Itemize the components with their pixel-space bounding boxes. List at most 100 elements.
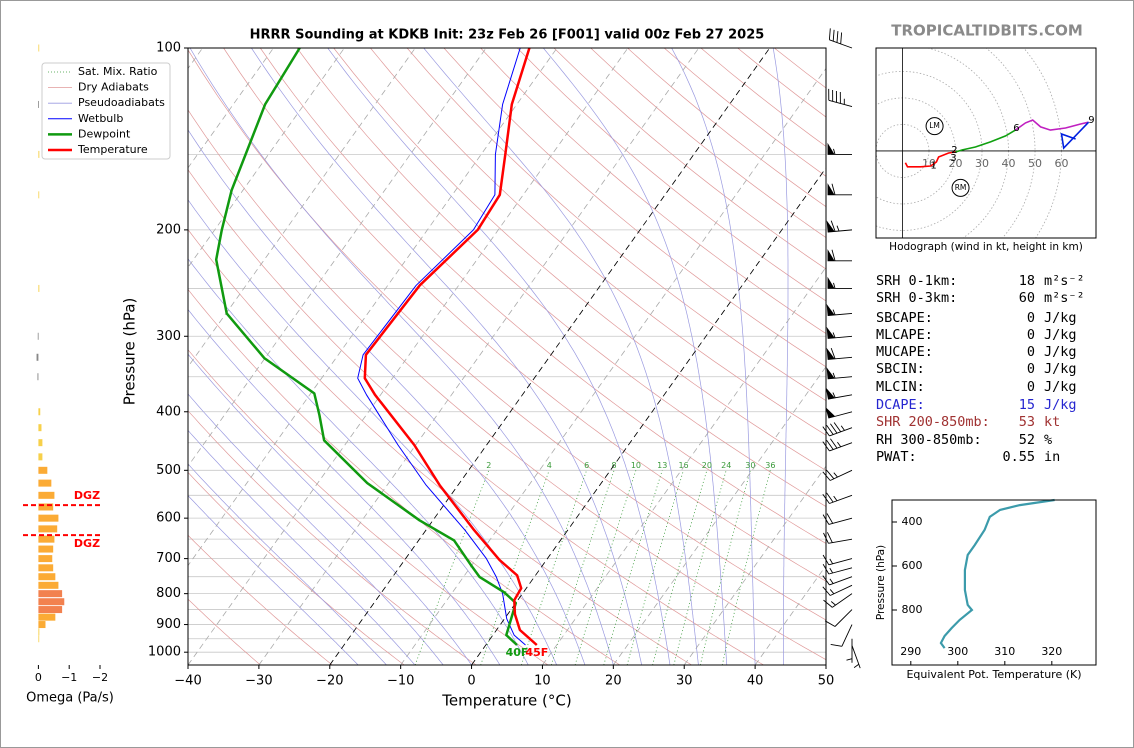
omega-bar <box>38 581 59 589</box>
isotherm <box>258 48 700 665</box>
omega-bar <box>38 635 40 643</box>
dry-adiabat <box>370 48 826 436</box>
y-tick-label: 700 <box>156 551 181 566</box>
logo: TROPICALTIDBITS.COM <box>891 22 1083 40</box>
parameter-label: SBCAPE: <box>876 310 933 326</box>
omega-bar <box>38 573 56 581</box>
wind-barb <box>825 387 853 400</box>
mixing-ratio-line <box>521 470 587 665</box>
parameter-value: 18 <box>1019 273 1035 289</box>
mixing-ratio-label: 16 <box>678 461 688 470</box>
dry-adiabat <box>188 288 621 665</box>
wind-barb <box>828 28 853 49</box>
omega-bar <box>38 453 43 461</box>
wind-barb <box>825 406 853 419</box>
legend-label: Sat. Mix. Ratio <box>78 65 158 78</box>
dry-adiabat <box>188 229 692 665</box>
parameter-unit: m²s⁻² <box>1044 290 1085 306</box>
omega-bar <box>38 564 54 572</box>
parameter-value: 0 <box>1027 361 1035 377</box>
parameter-label: MUCAPE: <box>876 344 933 360</box>
x-tick-label: 310 <box>994 645 1015 658</box>
y-tick-label: 300 <box>156 329 181 344</box>
parameter-value: 53 <box>1019 414 1035 430</box>
wind-barb <box>822 422 853 437</box>
x-tick-label: 0 <box>467 674 475 689</box>
storm-motion-label: LM <box>929 121 940 130</box>
y-tick-label: 600 <box>156 511 181 526</box>
mixing-ratio-label: 10 <box>631 461 641 470</box>
ring-label: 50 <box>1028 157 1042 170</box>
parameter-label: MLCAPE: <box>876 327 933 343</box>
y-tick-label: 600 <box>902 559 923 572</box>
wind-barb <box>822 575 853 586</box>
dgz-label: DGZ <box>74 489 100 502</box>
mixing-ratio-line <box>652 470 708 665</box>
omega-bar <box>38 503 54 511</box>
x-tick-label: 20 <box>605 674 622 689</box>
dry-adiabat <box>188 349 549 665</box>
profile-line <box>214 48 518 646</box>
pseudoadiabat <box>188 463 387 665</box>
isotherm <box>188 48 416 368</box>
legend-label: Pseudoadiabats <box>78 96 165 109</box>
omega-bar <box>37 332 39 340</box>
parameter-unit: J/kg <box>1044 361 1077 377</box>
wind-barb <box>822 492 853 504</box>
dry-adiabat <box>188 49 826 621</box>
parameter-value: 0 <box>1027 379 1035 395</box>
dry-adiabat <box>188 410 477 665</box>
wind-barb <box>822 438 853 452</box>
height-label: 9 <box>1088 115 1094 126</box>
parameter-value: 60 <box>1019 290 1035 306</box>
mixing-ratio-line <box>414 470 490 665</box>
x-tick-label: −2 <box>92 671 108 684</box>
plot-frame <box>187 47 827 666</box>
wind-barb <box>830 624 853 647</box>
x-tick-label: 30 <box>676 674 693 689</box>
parameter-value: 0 <box>1027 310 1035 326</box>
dry-adiabat <box>188 534 333 665</box>
theta-e-frame <box>891 499 1097 666</box>
omega-bar <box>38 424 42 432</box>
height-label: 3 <box>950 153 956 164</box>
wind-barb <box>827 249 853 262</box>
y-tick-label: 400 <box>902 515 923 528</box>
parameter-label: DCAPE: <box>876 397 925 413</box>
dry-adiabat <box>260 48 826 544</box>
omega-bar <box>38 408 41 416</box>
dry-adiabat <box>406 48 826 402</box>
omega-bar <box>38 545 54 553</box>
wind-barb <box>826 220 853 233</box>
dry-adiabat <box>188 598 261 665</box>
omega-bar <box>38 479 52 487</box>
dry-adiabat <box>188 471 405 665</box>
dry-adiabat <box>517 48 826 302</box>
parameter-label: SRH 0-1km: <box>876 273 957 289</box>
x-tick-label: 0 <box>35 671 42 684</box>
omega-bar <box>38 514 59 522</box>
parameter-value: 0 <box>1027 344 1035 360</box>
x-tick-label: −30 <box>245 674 272 689</box>
pseudoadiabat <box>543 48 728 665</box>
parameter-unit: J/kg <box>1044 379 1077 395</box>
mixing-ratio-label: 4 <box>547 461 552 470</box>
isotherm <box>188 48 345 268</box>
hodograph-trace <box>1060 121 1090 150</box>
mixing-ratio-label: 30 <box>745 461 755 470</box>
pseudoadiabat <box>188 129 586 665</box>
wind-barb <box>826 326 853 339</box>
wind-barb <box>824 609 853 627</box>
ring-label: 60 <box>1055 157 1069 170</box>
height-label: 1 <box>930 160 936 171</box>
y-axis-label: Pressure (hPa) <box>875 545 887 620</box>
y-tick-label: 500 <box>156 463 181 478</box>
mixing-ratio-label: 2 <box>486 461 491 470</box>
x-tick-label: 50 <box>818 674 835 689</box>
omega-bar <box>38 598 65 606</box>
highlight-isotherm <box>329 48 771 665</box>
storm-motion-marker <box>951 178 970 197</box>
omega-bar <box>38 606 63 614</box>
